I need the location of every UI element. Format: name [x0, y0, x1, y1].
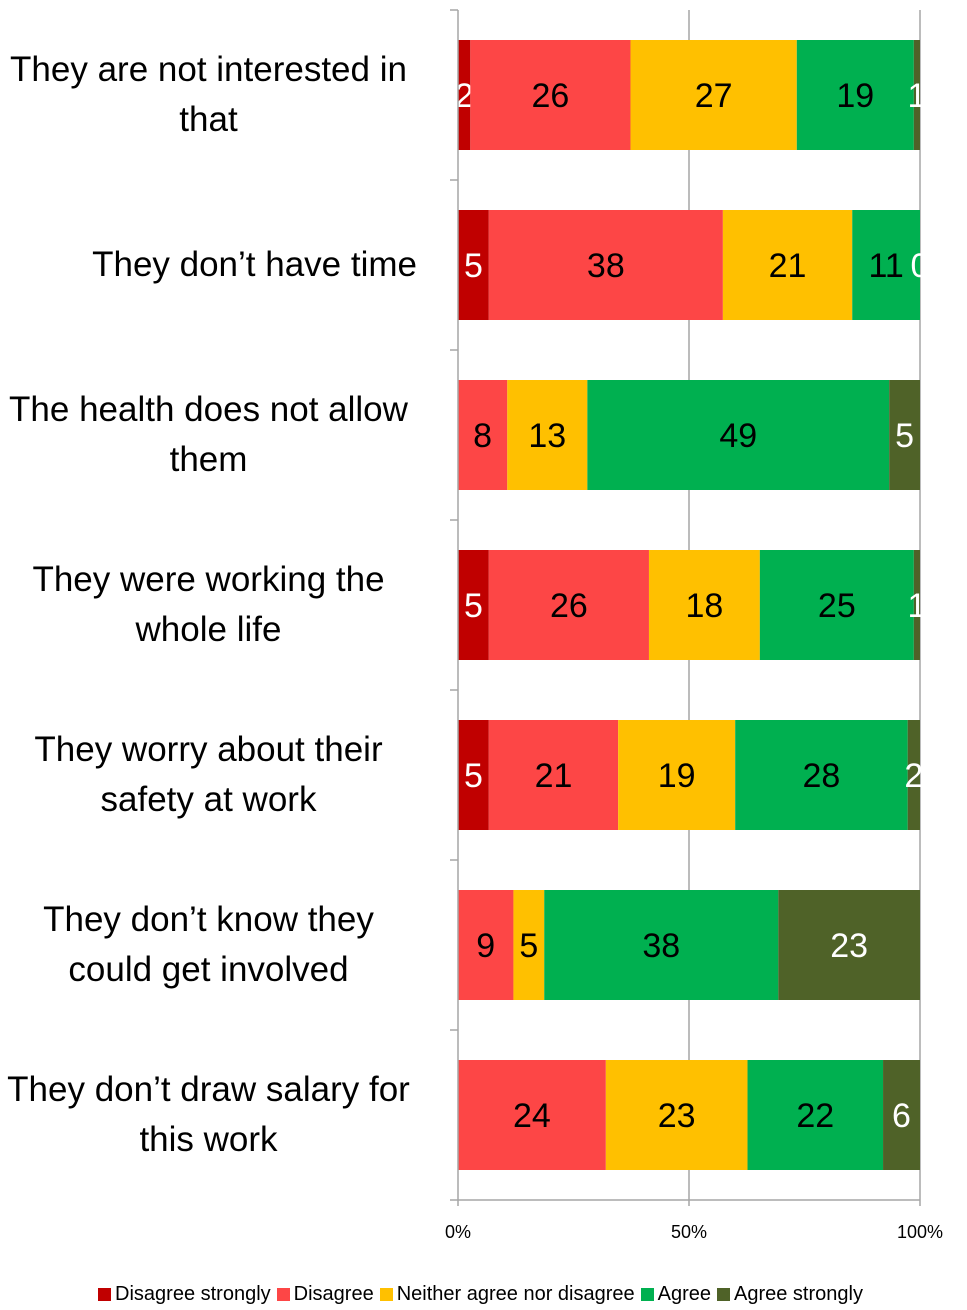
- bar-segment: [913, 550, 920, 660]
- data-label: 6: [892, 1097, 911, 1135]
- data-label: 18: [685, 587, 723, 625]
- data-label: 38: [642, 927, 680, 965]
- data-label: 5: [464, 587, 483, 625]
- data-label: 9: [476, 927, 495, 965]
- bar-segment: [778, 890, 920, 1000]
- bar-segment: [488, 550, 649, 660]
- category-text: They don’t know they could get involved: [43, 900, 374, 989]
- data-label: 1: [907, 587, 926, 625]
- legend-label: Disagree: [293, 1283, 374, 1305]
- data-label: 49: [719, 417, 757, 455]
- legend-swatch: [98, 1288, 112, 1301]
- bar-segment: [458, 890, 514, 1000]
- bar-segment: [852, 210, 920, 320]
- legend-item: Neither agree nor disagree: [379, 1283, 635, 1306]
- data-label: 0: [911, 247, 930, 285]
- bar-segment: [458, 550, 489, 660]
- category-text: The health does not allow them: [9, 390, 408, 479]
- bar-segment: [470, 40, 631, 150]
- category-label: They don’t know they could get involved: [0, 895, 417, 995]
- bar-segment: [458, 1060, 606, 1170]
- data-label: 26: [531, 77, 569, 115]
- bar-segment: [488, 720, 619, 830]
- legend-swatch: [640, 1288, 654, 1301]
- category-text: They don’t have time: [92, 245, 417, 284]
- data-label: 11: [868, 247, 903, 285]
- data-label: 5: [895, 417, 914, 455]
- bar-segment: [889, 380, 920, 490]
- legend-label: Disagree strongly: [115, 1283, 271, 1305]
- bar-segment: [883, 1060, 920, 1170]
- data-label: 5: [464, 247, 483, 285]
- data-label: 27: [695, 77, 733, 115]
- bar-segment: [913, 40, 920, 150]
- bar-segment: [796, 40, 914, 150]
- data-label: 28: [803, 757, 841, 795]
- data-label: 5: [464, 757, 483, 795]
- bar-segment: [458, 210, 489, 320]
- category-label: The health does not allow them: [0, 385, 417, 485]
- category-text: They are not interested in that: [10, 50, 407, 139]
- data-label: 21: [769, 247, 807, 285]
- bar-segment: [488, 210, 723, 320]
- category-text: They were working the whole life: [32, 560, 385, 649]
- x-tick-label: 100%: [897, 1222, 943, 1242]
- data-label: 5: [519, 927, 538, 965]
- legend-item: Agree strongly: [717, 1283, 863, 1306]
- legend-swatch: [276, 1288, 290, 1301]
- bar-segment: [759, 550, 914, 660]
- data-label: 1: [907, 77, 926, 115]
- bar-segment: [458, 380, 508, 490]
- bar-segment: [722, 210, 853, 320]
- category-label: They don’t draw salary for this work: [0, 1065, 417, 1165]
- bar-segment: [907, 720, 920, 830]
- data-label: 19: [836, 77, 874, 115]
- data-label: 2: [455, 77, 474, 115]
- data-label: 21: [535, 757, 573, 795]
- legend-label: Agree strongly: [734, 1283, 863, 1305]
- bar-segment: [747, 1060, 884, 1170]
- data-label: 25: [818, 587, 856, 625]
- legend-item: Disagree: [276, 1283, 374, 1306]
- data-label: 13: [528, 417, 566, 455]
- data-label: 19: [658, 757, 696, 795]
- bar-segment: [507, 380, 588, 490]
- data-label: 23: [658, 1097, 696, 1135]
- data-label: 26: [550, 587, 588, 625]
- x-tick-label: 50%: [671, 1222, 707, 1242]
- data-label: 22: [796, 1097, 834, 1135]
- data-label: 24: [513, 1097, 551, 1135]
- data-label: 2: [904, 757, 923, 795]
- data-label: 23: [830, 927, 868, 965]
- bar-segment: [587, 380, 890, 490]
- data-label: 8: [473, 417, 492, 455]
- category-label: They don’t have time: [0, 240, 417, 290]
- bar-segment: [648, 550, 760, 660]
- data-label: 38: [587, 247, 625, 285]
- category-label: They worry about their safety at work: [0, 725, 417, 825]
- legend: Disagree strongly Disagree Neither agree n…: [0, 1283, 967, 1306]
- category-label: They were working the whole life: [0, 555, 417, 655]
- x-tick-label: 0%: [445, 1222, 471, 1242]
- category-label: They are not interested in that: [0, 45, 417, 145]
- bar-segment: [618, 720, 736, 830]
- category-text: They don’t draw salary for this work: [7, 1070, 410, 1159]
- legend-label: Neither agree nor disagree: [396, 1283, 635, 1305]
- category-text: They worry about their safety at work: [34, 730, 383, 819]
- bar-segment: [513, 890, 545, 1000]
- legend-label: Agree: [657, 1283, 711, 1305]
- legend-item: Agree: [640, 1283, 711, 1306]
- bar-segment: [458, 720, 489, 830]
- bar-segment: [458, 40, 471, 150]
- bar-segment: [630, 40, 797, 150]
- legend-swatch: [379, 1288, 393, 1301]
- bar-segment: [735, 720, 908, 830]
- bar-segment: [605, 1060, 748, 1170]
- legend-item: Disagree strongly: [98, 1283, 271, 1306]
- bar-segment: [544, 890, 779, 1000]
- legend-swatch: [717, 1288, 730, 1301]
